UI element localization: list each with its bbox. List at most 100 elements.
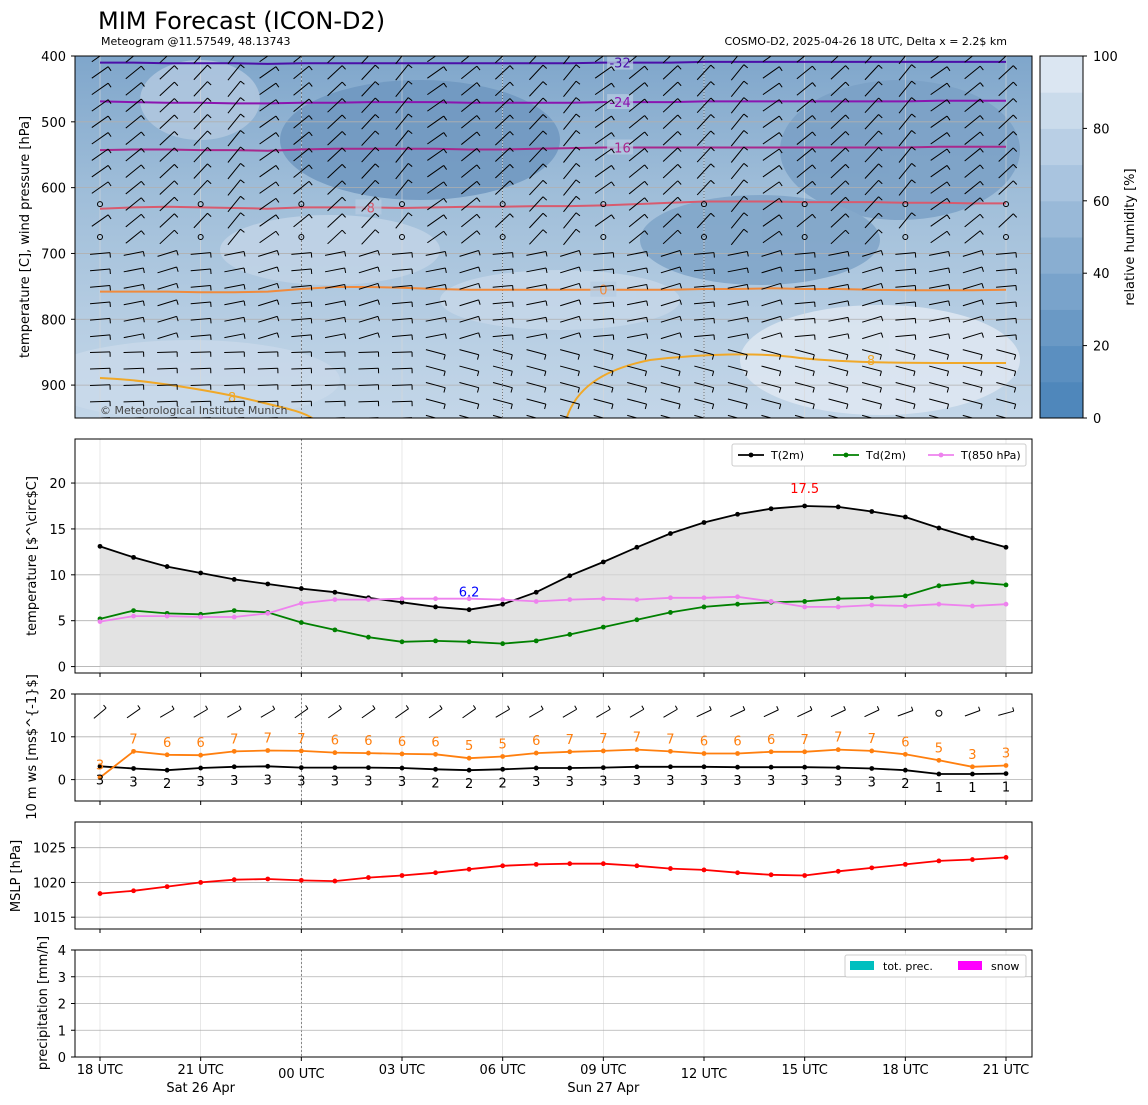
wind-barb (796, 148, 816, 162)
wind-barb (696, 56, 705, 64)
data-point (970, 603, 975, 609)
wind-barb (492, 268, 514, 275)
wind-barb (895, 349, 916, 360)
wind-barb (190, 252, 212, 258)
wind-barb (258, 250, 280, 257)
wind-barb (696, 179, 715, 196)
wind-barb (257, 351, 279, 357)
data-point (735, 751, 740, 756)
wind-barb (395, 179, 413, 196)
y-tick-label: 0 (58, 1051, 66, 1066)
wind-barb (895, 301, 917, 307)
wind-barb (928, 316, 951, 323)
data-point (500, 601, 506, 607)
data-point (500, 641, 506, 647)
wind-barb (227, 97, 245, 114)
y-tick-label: 0 (58, 661, 66, 676)
wind-barb (227, 146, 245, 163)
wind-barb (594, 148, 615, 161)
wind-barb (190, 351, 212, 357)
y-tick-label: 2 (58, 998, 66, 1013)
data-point (466, 639, 472, 645)
wind-barb (91, 214, 112, 227)
data-point (198, 570, 204, 576)
wind-barb (864, 229, 883, 245)
wind-barb (762, 132, 783, 145)
wind-barb (259, 230, 280, 244)
wind-barb (425, 414, 438, 418)
data-point (735, 764, 740, 770)
data-point (567, 765, 573, 771)
wind-barb (259, 165, 280, 178)
wind-barb (492, 349, 513, 360)
wind-barb (89, 400, 111, 407)
wind-barb (895, 317, 917, 324)
wind-barb (461, 56, 470, 63)
data-point (500, 863, 506, 869)
wind-barb (495, 705, 511, 718)
wind-barb (998, 65, 1018, 80)
wind-barb (628, 213, 649, 228)
wind-barb (627, 349, 648, 360)
wind-barb (996, 365, 1017, 377)
data-point (869, 602, 875, 608)
wind-barb (427, 132, 448, 145)
wind-barb (123, 300, 145, 306)
wind-barb (660, 266, 682, 274)
wind-barb (563, 80, 581, 97)
data-point (668, 531, 673, 536)
wind-barb (291, 284, 313, 291)
wind-barb (361, 179, 380, 196)
wind-barb (830, 180, 850, 195)
legend-marker (748, 452, 754, 458)
wind-barb (794, 414, 807, 418)
wind-barb (427, 148, 448, 161)
wind-barb (291, 317, 313, 324)
wind-barb (593, 334, 615, 340)
wind-barb (91, 99, 112, 112)
data-point (768, 872, 774, 878)
wind-barb (861, 398, 882, 410)
wind-barb (930, 197, 951, 211)
wind-barb (529, 212, 548, 229)
wind-barb (593, 301, 615, 307)
wind-barb (560, 299, 582, 307)
panel-surface-temperature: 0 5 10 15 20 6.2 17.5 temperature [$^\circ$C]… (25, 438, 1033, 677)
wind-barb (159, 81, 179, 97)
calm-wind-marker (499, 201, 506, 208)
wind-barb (428, 705, 443, 719)
isotherm-line (100, 286, 1007, 294)
wind-barb (930, 132, 951, 145)
precipitation-legend: tot. prec. snow (844, 954, 1027, 978)
wind-barb (358, 367, 380, 374)
wind-barb (964, 115, 984, 129)
data-point (634, 597, 640, 602)
wind-barb (796, 131, 816, 145)
wind-barb (91, 115, 112, 128)
wind-barb (291, 367, 313, 374)
wind-barb (796, 98, 816, 113)
data-point (231, 608, 237, 613)
wind-barb (291, 268, 313, 275)
wind-barb (830, 706, 846, 718)
data-point (567, 861, 573, 867)
data-point (701, 520, 707, 525)
wind-barb (727, 365, 748, 377)
wind-barb (526, 365, 547, 377)
wind-barb (361, 229, 380, 245)
data-point (533, 599, 539, 604)
wind-barb (830, 213, 850, 228)
wind-barb (762, 56, 772, 63)
data-point (668, 595, 673, 601)
data-point (701, 595, 707, 601)
data-point (466, 866, 472, 872)
wind-barb (962, 266, 984, 274)
wind-barb (962, 250, 984, 257)
wind-barb (796, 82, 816, 96)
wind-barb (157, 332, 179, 340)
wind-barb (895, 414, 908, 418)
wind-barb (395, 146, 413, 163)
data-point (735, 601, 740, 607)
wind-barb (459, 332, 481, 340)
wind-barb (293, 82, 313, 96)
